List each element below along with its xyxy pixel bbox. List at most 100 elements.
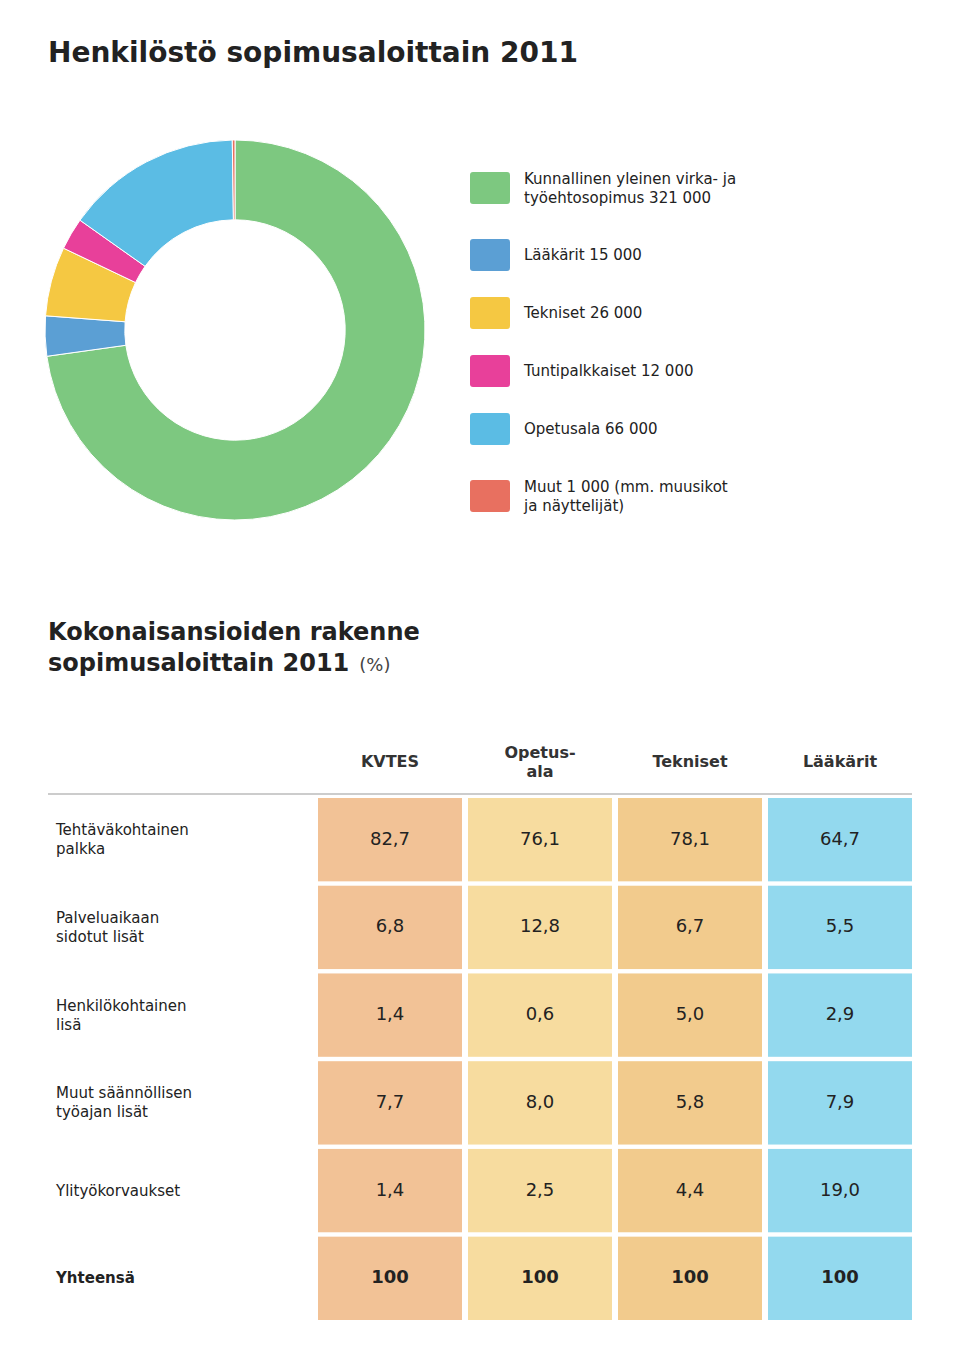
legend-label: Kunnallinen yleinen virka- jatyöehtosopi…	[524, 169, 736, 206]
legend-swatch	[470, 172, 510, 204]
text-line: Yhteensä	[55, 1269, 135, 1287]
table: KVTES Opetus-ala Tekniset Lääkärit Tehtäväko…	[48, 742, 912, 1320]
cell-label: 100	[371, 1266, 409, 1287]
legend-swatch	[470, 413, 510, 445]
cell-label: 6,8	[376, 915, 405, 936]
legend-item: Tuntipalkkaiset 12 000	[470, 355, 693, 387]
table-cell	[618, 798, 762, 881]
cell-label: 6,7	[676, 915, 705, 936]
text-line: työehtosopimus 321 000	[524, 188, 711, 206]
donut-slice	[45, 316, 126, 357]
column-header: KVTES	[361, 752, 419, 771]
table-cell	[768, 973, 912, 1056]
cell-label: 5,8	[676, 1091, 705, 1112]
cell-label: 0,6	[526, 1003, 555, 1024]
cell-label: 100	[821, 1266, 859, 1287]
cell-label: 4,4	[676, 1179, 705, 1200]
text-line: Lääkärit 15 000	[524, 246, 642, 264]
text-line: Henkilökohtainen	[56, 996, 187, 1014]
table-cell	[768, 798, 912, 881]
legend: Kunnallinen yleinen virka- jatyöehtosopi…	[470, 169, 736, 514]
cell-label: 7,7	[376, 1091, 405, 1112]
text-line: Kunnallinen yleinen virka- ja	[524, 169, 736, 187]
header-rule	[48, 794, 912, 795]
legend-item: Kunnallinen yleinen virka- jatyöehtosopi…	[470, 169, 736, 206]
cell-label: 7,9	[826, 1091, 855, 1112]
legend-label: Opetusala 66 000	[524, 420, 658, 438]
text-line: sidotut lisät	[56, 927, 144, 945]
text-line: lisä	[56, 1015, 81, 1033]
cell-label: 12,8	[520, 915, 560, 936]
column-header: Tekniset	[652, 752, 728, 771]
cell-label: 64,7	[820, 828, 860, 849]
text-line: Palveluaikaan	[56, 908, 159, 926]
table-cell	[768, 1061, 912, 1144]
table-cell	[318, 1237, 462, 1320]
row-label: Henkilökohtainenlisä	[56, 996, 187, 1033]
text-line: Muut säännöllisen	[56, 1084, 192, 1102]
cell-label: 19,0	[820, 1179, 860, 1200]
table-cell	[468, 1061, 612, 1144]
table-cell	[618, 1149, 762, 1232]
column-header: Lääkärit	[803, 752, 878, 771]
table-cell	[768, 886, 912, 969]
table-cell	[318, 798, 462, 881]
infographic: Henkilöstö sopimusaloittain 2011 Kunnalli…	[0, 0, 960, 1350]
table-cell	[318, 886, 462, 969]
text-line: KVTES	[361, 752, 419, 771]
legend-swatch	[470, 355, 510, 387]
table-cell	[318, 973, 462, 1056]
legend-label: Lääkärit 15 000	[524, 246, 642, 264]
donut-slice	[232, 140, 235, 220]
text-line: Tekniset 26 000	[523, 304, 642, 322]
table-cell	[468, 798, 612, 881]
table-cell	[468, 973, 612, 1056]
table-cell	[468, 1149, 612, 1232]
cell-label: 8,0	[526, 1091, 555, 1112]
table-cell	[618, 886, 762, 969]
legend-item: Tekniset 26 000	[470, 297, 642, 329]
chart-title: Henkilöstö sopimusaloittain 2011	[48, 36, 578, 69]
cell-label: 1,4	[376, 1003, 405, 1024]
cell-label: 100	[671, 1266, 709, 1287]
cell-label: 100	[521, 1266, 559, 1287]
text-line: palkka	[56, 840, 105, 858]
row-label: Ylityökorvaukset	[55, 1181, 180, 1199]
text-line: työajan lisät	[56, 1103, 148, 1121]
table-cell	[768, 1149, 912, 1232]
row-label: Yhteensä	[55, 1269, 135, 1287]
text-line: Tuntipalkkaiset 12 000	[523, 362, 693, 380]
column-header: Opetus-ala	[504, 742, 575, 780]
row-label: Palveluaikaansidotut lisät	[56, 908, 159, 945]
donut-slice	[80, 140, 233, 266]
table-cell	[618, 1237, 762, 1320]
text-line: Tehtäväkohtainen	[55, 821, 189, 839]
text-line: Tekniset	[652, 752, 728, 771]
cell-label: 78,1	[670, 828, 710, 849]
cell-label: 2,5	[526, 1179, 555, 1200]
donut	[45, 140, 425, 520]
text-line: Muut 1 000 (mm. muusikot	[524, 477, 728, 495]
text-line: Lääkärit	[803, 752, 878, 771]
text-line: Opetus-	[504, 742, 575, 761]
legend-swatch	[470, 480, 510, 512]
cell-label: 76,1	[520, 828, 560, 849]
row-label: Muut säännöllisentyöajan lisät	[56, 1084, 192, 1121]
table-cell	[318, 1149, 462, 1232]
text-line: ala	[526, 761, 553, 780]
text-line: Ylityökorvaukset	[55, 1181, 180, 1199]
text-line: sopimusaloittain 2011	[48, 649, 349, 677]
table-cell	[768, 1237, 912, 1320]
legend-label: Muut 1 000 (mm. muusikotja näyttelijät)	[523, 477, 728, 514]
text-line: ja näyttelijät)	[523, 496, 624, 514]
row-label: Tehtäväkohtainenpalkka	[55, 821, 189, 858]
table-cell	[618, 1061, 762, 1144]
legend-swatch	[470, 239, 510, 271]
legend-label: Tuntipalkkaiset 12 000	[523, 362, 693, 380]
table-cell	[618, 973, 762, 1056]
table-cell	[468, 886, 612, 969]
legend-swatch	[470, 297, 510, 329]
cell-label: 5,0	[676, 1003, 705, 1024]
legend-label: Tekniset 26 000	[523, 304, 642, 322]
text-line: Opetusala 66 000	[524, 420, 658, 438]
